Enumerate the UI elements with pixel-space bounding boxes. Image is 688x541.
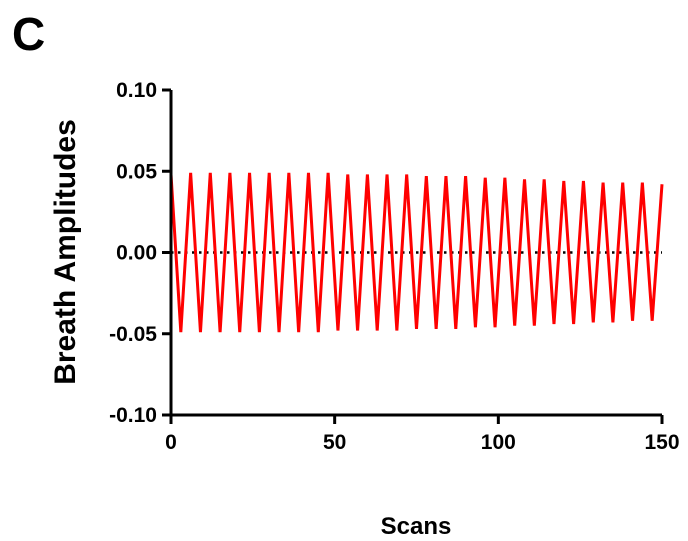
- x-tick-label: 150: [644, 431, 679, 454]
- y-axis-title: Breath Amplitudes: [49, 119, 82, 385]
- y-tick-label: 0.05: [116, 160, 157, 183]
- y-tick-label: -0.05: [109, 323, 157, 346]
- panel-label: C: [12, 8, 45, 60]
- x-ticks: 0 50 100 150: [165, 415, 680, 454]
- series-layer: [169, 172, 664, 333]
- y-ticks: 0.10 0.05 0.00 -0.05 -0.10: [109, 79, 171, 427]
- x-axis-title: Scans: [381, 513, 452, 540]
- y-tick-label: -0.10: [109, 404, 157, 427]
- x-tick-label: 0: [165, 431, 177, 454]
- x-tick-label: 100: [481, 431, 516, 454]
- series-line-1: [169, 172, 664, 333]
- x-tick-label: 50: [323, 431, 346, 454]
- y-tick-label: 0.10: [116, 79, 157, 102]
- y-tick-label: 0.00: [116, 242, 157, 265]
